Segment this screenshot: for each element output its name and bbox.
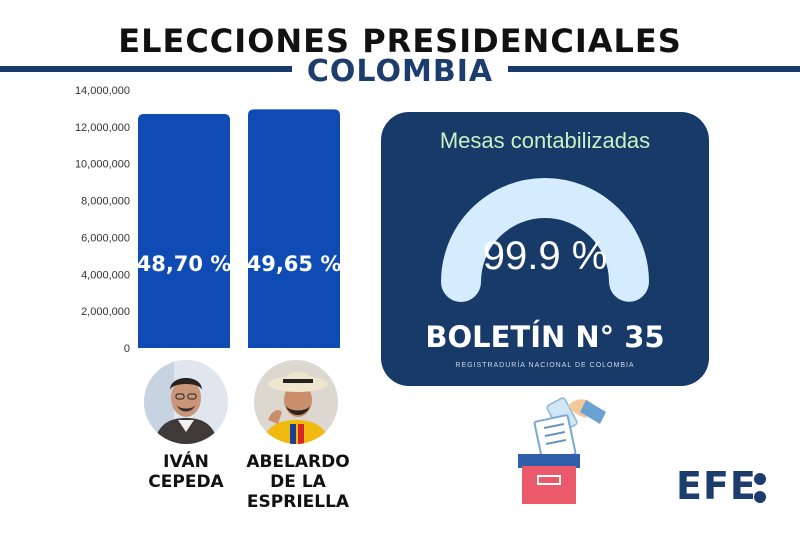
- gauge-arc: [440, 178, 649, 302]
- y-tick-label: 12,000,000: [75, 122, 130, 134]
- bulletin-number: BOLETÍN N° 35: [425, 320, 665, 354]
- candidate-name-2: ABELARDO DE LA ESPRIELLA: [236, 452, 360, 512]
- y-tick-label: 10,000,000: [75, 159, 130, 171]
- candidate-name-line: CEPEDA: [148, 472, 224, 492]
- avatar-ivan-cepeda: [144, 360, 228, 444]
- y-tick-label: 0: [124, 343, 130, 355]
- avatar-abelardo-de-la-espriella: [254, 360, 338, 444]
- y-tick-label: 8,000,000: [81, 196, 130, 208]
- page-title: ELECCIONES PRESIDENCIALES: [118, 22, 682, 60]
- counting-panel: Mesas contabilizadas 99.9 % BOLETÍN N° 3…: [381, 112, 709, 386]
- counting-title: Mesas contabilizadas: [439, 128, 651, 153]
- page-subtitle: COLOMBIA: [300, 54, 500, 89]
- y-tick-label: 6,000,000: [81, 232, 130, 244]
- y-tick-label: 4,000,000: [81, 269, 130, 281]
- efe-logo: EFE: [676, 464, 757, 508]
- header-rule-right: [508, 66, 800, 72]
- registry-source: REGISTRADURÍA NACIONAL DE COLOMBIA: [455, 362, 635, 369]
- candidate-name-line: ESPRIELLA: [246, 492, 350, 512]
- bar-data-label: 49,65 %: [247, 252, 342, 276]
- bar-data-label: 48,70 %: [137, 252, 232, 276]
- bar-chart: 0 2,000,000 4,000,000 6,000,000 8,000,000 10,…: [75, 85, 342, 355]
- progress-gauge: [440, 178, 649, 302]
- colon-dots-icon: [754, 473, 766, 503]
- header-rule-left: [0, 66, 292, 72]
- gauge-percent-label: 99.9 %: [482, 234, 608, 278]
- y-tick-label: 14,000,000: [75, 85, 130, 97]
- ballot-box-icon: [518, 397, 606, 504]
- y-tick-label: 2,000,000: [81, 306, 130, 318]
- candidate-name-1: IVÁN CEPEDA: [132, 452, 240, 492]
- candidate-name-line: ABELARDO: [246, 452, 350, 472]
- candidate-name-line: DE LA: [270, 472, 326, 492]
- bar: [138, 113, 230, 348]
- candidate-name-line: IVÁN: [163, 452, 209, 472]
- bar: [248, 109, 340, 348]
